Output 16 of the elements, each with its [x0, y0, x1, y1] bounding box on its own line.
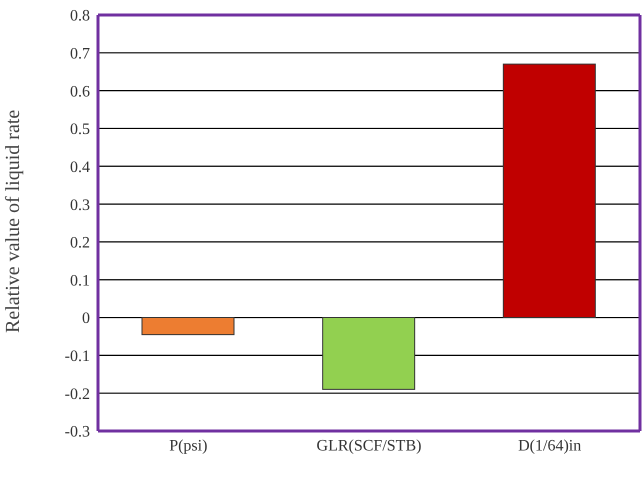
y-tick-label: 0.6 — [70, 83, 90, 100]
y-tick-label: 0.1 — [70, 272, 90, 290]
y-tick-label: -0.1 — [64, 348, 90, 366]
y-tick-label: -0.2 — [64, 386, 90, 403]
x-tick-label: GLR(SCF/STB) — [316, 437, 422, 454]
y-tick-label: 0.4 — [70, 158, 90, 176]
y-tick-label: 0.7 — [70, 46, 90, 62]
y-tick-label: 0.2 — [70, 234, 90, 252]
y-tick-label: -0.3 — [64, 424, 90, 441]
y-tick-label: 0.5 — [70, 121, 90, 138]
x-tick-label: P(psi) — [169, 437, 208, 454]
y-tick-label: 0.3 — [70, 196, 90, 214]
y-tick-label: 0 — [82, 310, 90, 328]
x-tick-label: D(1/64)in — [518, 437, 582, 454]
y-axis-title: Relative value of liquid rate — [2, 110, 24, 333]
y-tick-label: 0.8 — [70, 8, 90, 25]
